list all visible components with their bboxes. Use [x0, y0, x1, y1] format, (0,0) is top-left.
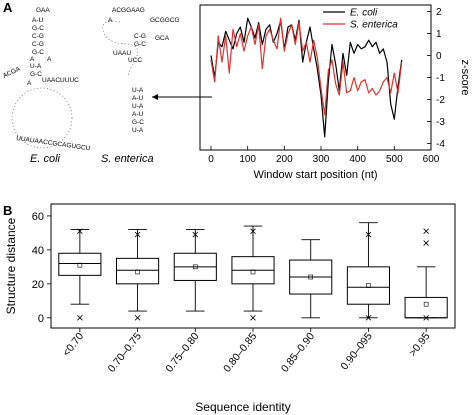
y-tick-label: -1 [436, 73, 445, 84]
extreme-marker [250, 228, 256, 234]
zscore-line-chart: 0 100 200 300 400 500 600 2 1 0 -1 -2 -3 -4 Window sta… [199, 4, 471, 181]
y-tick-label: 1 [436, 29, 442, 40]
x-tick-label: >0.95 [407, 330, 433, 358]
extreme-marker [423, 315, 429, 321]
senterica-pair-8: U-A [132, 127, 144, 134]
panel-a-label: A [3, 0, 13, 15]
y-axis-label: Structure distance [4, 217, 18, 314]
x-tick-label: 0 [208, 154, 214, 165]
y-tick-label: 0 [436, 51, 442, 62]
ecoli-pair-1: A-U [32, 17, 44, 24]
ecoli-pair-4: C-G [32, 41, 44, 48]
legend-entry: E. coli [350, 8, 378, 19]
ecoli-bulge-3: A [27, 80, 32, 87]
mean-marker [308, 274, 314, 280]
extreme-marker [192, 231, 199, 238]
extreme-marker [77, 228, 83, 234]
mean-marker [366, 283, 371, 288]
senterica-bulge-1: A [108, 17, 113, 24]
y-tick-label: -2 [436, 95, 445, 106]
senterica-loop-top: ACGGAAG [112, 7, 145, 14]
box [116, 257, 160, 285]
species-label-senterica: S. enterica [101, 153, 154, 165]
ecoli-pair-5: G-C [32, 49, 44, 56]
senterica-bulge-2: UCC [128, 57, 142, 64]
x-axis-label: Window start position (nt) [253, 169, 377, 181]
ecoli-loop-dots [11, 87, 73, 149]
x-tick-label: 500 [386, 154, 403, 165]
rna-structures: GAA A-U G-C C-G C-G G-C A A ACGA U-A G-C… [2, 7, 212, 152]
ecoli-bulge-2: A [47, 56, 52, 63]
structure-distance-boxplot: 0 20 40 60 Structure distance <0.70 0.70–0.75 0… [4, 203, 456, 414]
x-tick-label: <0.70 [60, 330, 86, 358]
senterica-left-arm: UAAU [113, 50, 131, 57]
extreme-marker [365, 231, 372, 238]
senterica-right-arm: GCGGCG [150, 17, 180, 24]
ecoli-pair-6: U-A [30, 63, 42, 70]
ecoli-loop-top: GAA [36, 7, 50, 14]
x-tick-label: 0.90–095 [338, 330, 375, 372]
x-tick-label: 400 [349, 154, 366, 165]
y-tick-label: 40 [32, 245, 44, 257]
extreme-marker [423, 240, 429, 246]
series-line-senterica [210, 17, 403, 116]
legend-entry: S. enterica [350, 20, 398, 31]
y-tick-label: -3 [436, 117, 445, 128]
ecoli-right-arm: UAACUUUC [42, 77, 79, 84]
mean-marker [250, 269, 256, 275]
senterica-right-arm-2: GCA [155, 35, 170, 42]
x-tick-label: 300 [313, 154, 330, 165]
extreme-marker [365, 315, 372, 321]
ecoli-pair-2: G-C [32, 25, 44, 32]
x-tick-label: 200 [276, 154, 293, 165]
ecoli-pair-3: C-G [32, 33, 44, 40]
mean-marker [423, 301, 429, 307]
y-tick-label: 20 [32, 279, 44, 291]
box [346, 266, 390, 305]
y-tick-label: -4 [436, 139, 445, 150]
ecoli-bulge-1: A [30, 56, 35, 63]
panel-b-label: B [3, 203, 13, 218]
senterica-pair-1: C-G [134, 33, 146, 40]
y-axis-label: z-score [459, 59, 471, 95]
x-axis-label: Sequence identity [195, 400, 290, 414]
box [58, 252, 102, 276]
senterica-pair-2: G-C [134, 41, 146, 48]
x-tick-label: 100 [239, 154, 256, 165]
senterica-pair-7: G-C [132, 119, 144, 126]
ecoli-structure: GAA A-U G-C C-G C-G G-C A A ACGA U-A G-C… [2, 7, 91, 152]
mean-marker [192, 264, 198, 270]
pointer-arrow-icon [152, 94, 158, 100]
y-tick-label: 60 [32, 211, 44, 223]
senterica-pair-3: U-A [132, 87, 144, 94]
extreme-marker [134, 315, 141, 321]
extreme-marker [77, 315, 83, 321]
senterica-pair-6: A-U [132, 111, 144, 118]
mean-marker [135, 269, 140, 275]
x-tick-label: 0.75–0.80 [163, 330, 201, 374]
senterica-pair-4: A-U [132, 95, 144, 102]
extreme-marker [134, 231, 141, 238]
y-tick-label: 0 [38, 313, 44, 325]
x-tick-label: 0.85–0.90 [279, 330, 317, 374]
box [404, 296, 448, 319]
mean-marker [77, 262, 83, 268]
y-tick-label: 2 [436, 7, 442, 18]
ecoli-pair-7: G-C [30, 71, 42, 78]
senterica-pair-5: U-A [132, 103, 144, 110]
species-label-ecoli: E. coli [30, 153, 60, 165]
x-tick-label: 0.80–0.85 [221, 330, 259, 374]
x-tick-label: 600 [423, 154, 440, 165]
senterica-structure: ACGGAAG A GCGGCG GCA C-G UAAU G-C UCC U-… [102, 7, 212, 134]
extreme-marker [250, 315, 256, 321]
x-tick-label: 0.70–0.75 [106, 330, 144, 374]
extreme-marker [423, 228, 429, 234]
